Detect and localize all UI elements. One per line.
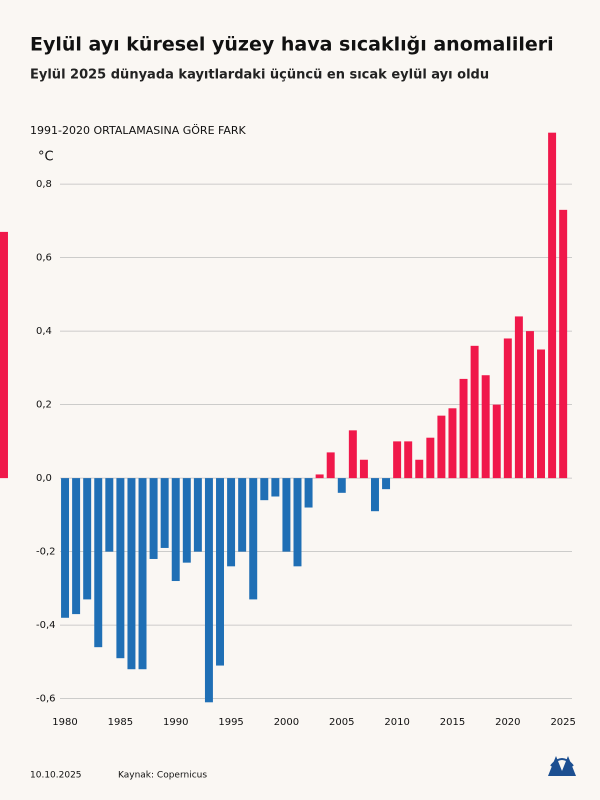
- bar: [116, 478, 125, 659]
- y-tick-label: -0,4: [36, 620, 56, 631]
- bar: [0, 231, 8, 479]
- bar: [83, 478, 92, 600]
- y-tick-label: -0,6: [36, 694, 56, 705]
- bar: [61, 478, 70, 618]
- bar: [415, 459, 424, 479]
- bar: [548, 132, 557, 479]
- bar: [382, 478, 391, 490]
- bar: [525, 331, 534, 479]
- x-tick-label: 2015: [440, 717, 465, 728]
- bar: [481, 375, 490, 479]
- bar: [260, 478, 269, 501]
- bar: [171, 478, 180, 582]
- x-tick-label: 2000: [274, 717, 299, 728]
- y-unit: °C: [38, 150, 54, 165]
- y-tick-label: 0,6: [36, 253, 52, 264]
- date: 10.10.2025: [30, 771, 82, 781]
- bar: [94, 478, 103, 648]
- x-tick-label: 2005: [329, 717, 354, 728]
- bar: [503, 338, 512, 479]
- bar: [470, 345, 479, 479]
- bar: [249, 478, 258, 600]
- bar: [337, 478, 346, 493]
- bar: [204, 478, 213, 703]
- bar: [293, 478, 302, 567]
- bar: [315, 474, 324, 479]
- x-tick-label: 2010: [384, 717, 409, 728]
- x-tick-label: 1990: [163, 717, 188, 728]
- y-tick-label: 0,2: [36, 400, 52, 411]
- bar: [359, 459, 368, 479]
- bar: [127, 478, 136, 670]
- bar: [238, 478, 247, 552]
- y-tick-label: -0,2: [36, 547, 56, 558]
- bar: [537, 349, 546, 479]
- bar: [514, 316, 523, 479]
- bar: [426, 437, 435, 479]
- bar: [182, 478, 191, 563]
- bar: [105, 478, 114, 552]
- source: Kaynak: Copernicus: [118, 771, 207, 781]
- bar: [282, 478, 291, 552]
- x-tick-label: 2020: [495, 717, 520, 728]
- bar: [271, 478, 280, 497]
- logo: [548, 756, 576, 776]
- bar: [448, 408, 457, 479]
- bar: [370, 478, 379, 512]
- x-tick-label: 1980: [52, 717, 77, 728]
- bar: [227, 478, 236, 567]
- bar: [304, 478, 313, 508]
- bar: [559, 209, 568, 479]
- y-tick-label: 0,4: [36, 326, 52, 337]
- bar: [72, 478, 81, 615]
- bar: [326, 452, 335, 479]
- y-tick-label: 0,8: [36, 179, 52, 190]
- y-tick-label: 0,0: [36, 473, 52, 484]
- x-tick-label: 1995: [218, 717, 243, 728]
- x-tick-label: 1985: [108, 717, 133, 728]
- bar: [160, 478, 169, 548]
- bar: [348, 430, 357, 479]
- bar: [459, 378, 468, 479]
- bar: [492, 404, 501, 479]
- axis-note: 1991-2020 ORTALAMASINA GÖRE FARK: [30, 124, 247, 137]
- chart-subtitle: Eylül 2025 dünyada kayıtlardaki üçüncü e…: [30, 68, 489, 83]
- bar: [393, 441, 402, 479]
- bar: [149, 478, 158, 559]
- bar: [193, 478, 202, 552]
- bar: [138, 478, 147, 670]
- x-tick-label: 2025: [550, 717, 575, 728]
- chart-title: Eylül ayı küresel yüzey hava sıcaklığı a…: [30, 34, 554, 56]
- bar: [404, 441, 413, 479]
- bar: [216, 478, 224, 666]
- bar: [437, 415, 446, 479]
